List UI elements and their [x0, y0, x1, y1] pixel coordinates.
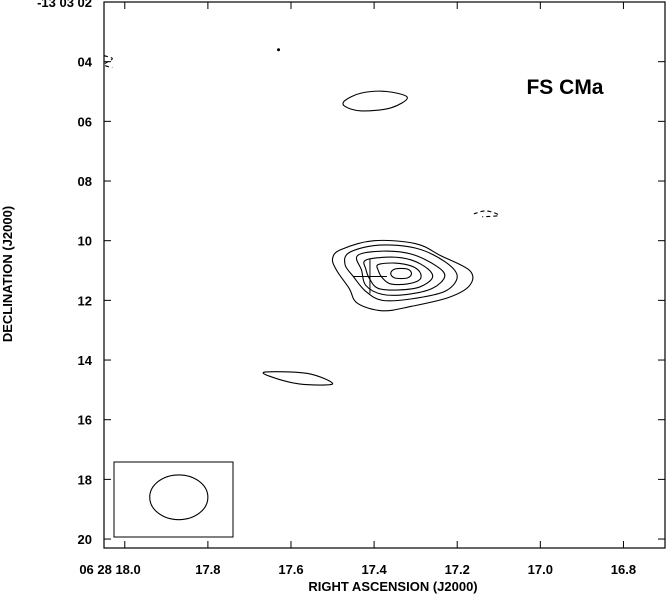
- contour-line: [344, 244, 458, 302]
- y-tick-label: -13 03 02: [37, 0, 92, 10]
- contour-line: [331, 239, 474, 312]
- x-tick-label: 17.6: [278, 562, 303, 577]
- y-tick-label: 12: [78, 293, 92, 308]
- x-tick-label: 17.2: [445, 562, 470, 577]
- contour-line: [390, 267, 413, 280]
- y-tick-label: 20: [78, 532, 92, 547]
- contour-line: [342, 90, 408, 112]
- x-axis-label: RIGHT ASCENSION (J2000): [308, 579, 477, 594]
- y-tick-label: 14: [78, 353, 93, 368]
- y-tick-label: 10: [78, 234, 92, 249]
- beam-ellipse: [149, 474, 209, 521]
- x-tick-label: 17.8: [195, 562, 220, 577]
- y-axis-label: DECLINATION (J2000): [0, 206, 15, 342]
- beam-box: [113, 461, 234, 538]
- contour-dot: [277, 48, 281, 52]
- y-tick-label: 16: [78, 413, 92, 428]
- contour-line: [262, 371, 334, 386]
- y-tick-label: 18: [78, 472, 92, 487]
- x-tick-label: 17.4: [361, 562, 387, 577]
- contour-line: [355, 250, 446, 296]
- plot-frame: [103, 1, 666, 549]
- x-tick-label: 17.0: [528, 562, 553, 577]
- contour-line: [376, 262, 422, 286]
- contour-layer: [103, 48, 500, 386]
- x-tick-label: 16.8: [611, 562, 636, 577]
- negative-contour-line: [473, 210, 500, 218]
- x-axis-ticks: 06 28 18.0 17.8 17.6 17.4 17.2 17.0 16.8: [79, 2, 636, 577]
- source-cross-marker: [352, 259, 387, 294]
- y-tick-label: 04: [78, 55, 93, 70]
- chart-title: FS CMa: [526, 76, 603, 99]
- x-tick-label: 06 28 18.0: [79, 562, 140, 577]
- y-tick-label: 08: [78, 174, 92, 189]
- beam-frame: [113, 461, 234, 538]
- y-tick-label: 06: [78, 114, 92, 129]
- y-axis-ticks: -13 03 02 04 06 08 10 12 14 16 18 20: [37, 0, 665, 547]
